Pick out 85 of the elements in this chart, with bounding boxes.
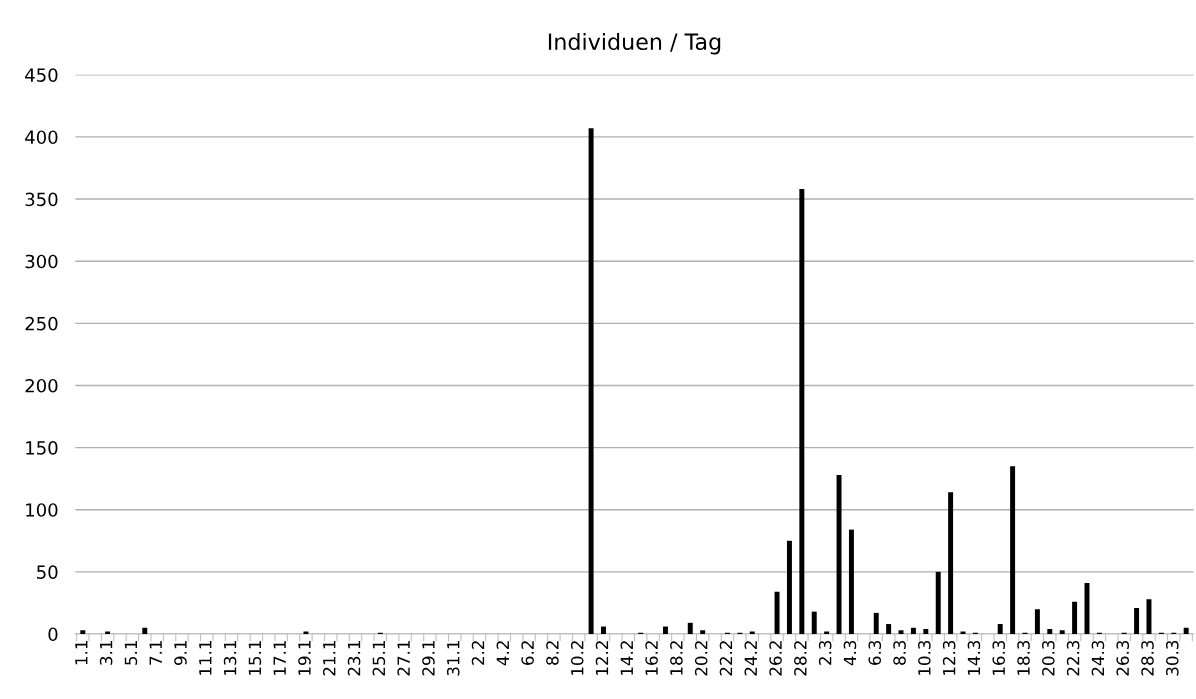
x-tick-label: 17.1: [273, 641, 286, 675]
x-tick-label: 30.3: [1166, 640, 1179, 676]
bar: [848, 529, 854, 634]
bar: [786, 540, 792, 634]
x-tick-label: 13.1: [223, 641, 237, 675]
bar: [948, 492, 954, 634]
x-tick-label: 20.3: [1042, 640, 1055, 676]
chart-title: Individuen / Tag: [548, 32, 721, 55]
bar: [80, 630, 86, 634]
x-tick-label: 22.2: [719, 641, 733, 676]
bar: [774, 591, 780, 634]
x-tick-label: 11.1: [199, 641, 212, 675]
x-tick-label: 26.2: [769, 641, 782, 676]
bar: [910, 627, 916, 634]
bar: [601, 626, 606, 634]
x-tick-label: 4.2: [496, 641, 509, 666]
x-tick-label: 3.1: [99, 641, 113, 665]
y-tick-label: 400: [25, 130, 58, 145]
bar: [1010, 466, 1016, 634]
y-tick-label: 0: [48, 627, 58, 642]
y-tick-label: 350: [25, 192, 58, 207]
x-tick-label: 31.1: [446, 641, 460, 676]
bar: [836, 474, 842, 634]
x-tick-label: 28.3: [1141, 640, 1154, 676]
x-tick-label: 21.1: [322, 641, 336, 676]
bar: [923, 629, 929, 634]
x-tick-label: 29.1: [422, 641, 435, 676]
x-tick-label: 20.2: [694, 641, 708, 676]
x-tick-label: 22.3: [1066, 640, 1080, 676]
bar: [898, 630, 904, 634]
x-tick-label: 10.3: [918, 640, 931, 675]
x-tick-label: 4.3: [843, 640, 857, 666]
x-tick-label: 9.1: [174, 641, 187, 665]
y-tick-label: 100: [26, 503, 58, 517]
x-tick-label: 1.1: [75, 641, 88, 665]
x-tick-label: 16.2: [645, 641, 658, 675]
bar: [588, 128, 594, 634]
x-tick-label: 16.3: [992, 640, 1006, 675]
x-tick-label: 24.2: [744, 641, 757, 676]
x-tick-label: 19.1: [298, 641, 311, 675]
y-tick-label: 50: [37, 565, 58, 579]
x-tick-label: 18.3: [1017, 640, 1030, 675]
bar: [886, 624, 892, 634]
x-tick-label: 24.3: [1091, 640, 1105, 676]
x-tick-label: 15.1: [248, 641, 262, 675]
x-tick-label: 12.2: [595, 641, 609, 675]
bar: [1047, 629, 1053, 634]
bar: [662, 626, 668, 634]
bar: [687, 622, 693, 634]
bar: [935, 571, 941, 634]
y-tick-label: 250: [25, 316, 58, 331]
x-tick-label: 2.3: [818, 640, 832, 665]
x-tick-label: 27.1: [397, 641, 410, 676]
x-tick-label: 25.1: [372, 641, 386, 676]
x-tick-label: 23.1: [347, 641, 361, 676]
x-tick-label: 12.3: [942, 640, 956, 675]
bar: [1072, 601, 1078, 634]
x-tick-label: 5.1: [124, 641, 138, 665]
bar: [873, 612, 879, 634]
x-tick-label: 8.3: [893, 640, 906, 665]
x-tick-label: 7.1: [149, 641, 162, 665]
x-tick-label: 26.3: [1116, 640, 1130, 676]
x-tick-label: 8.2: [546, 641, 559, 665]
x-tick-label: 14.2: [620, 641, 633, 675]
x-tick-label: 2.2: [471, 641, 485, 665]
x-tick-label: 28.2: [794, 641, 807, 676]
x-tick-label: 6.3: [868, 640, 882, 665]
bar: [1146, 599, 1152, 634]
bar: [700, 630, 706, 634]
bar: [811, 611, 817, 634]
y-tick-label: 450: [25, 68, 58, 82]
x-tick-label: 18.2: [670, 641, 683, 675]
bar: [1134, 607, 1140, 634]
bar: [1183, 627, 1189, 634]
y-tick-label: 200: [25, 378, 58, 393]
bar: [1059, 630, 1065, 634]
x-tick-label: 6.2: [521, 641, 534, 665]
bar: [997, 624, 1003, 634]
bar: [799, 189, 805, 634]
x-tick-label: 10.2: [570, 641, 584, 675]
bar: [142, 627, 148, 634]
bar: [1034, 609, 1040, 634]
y-tick-label: 300: [25, 254, 58, 269]
x-tick-label: 14.3: [967, 640, 981, 675]
y-tick-label: 150: [26, 441, 58, 455]
